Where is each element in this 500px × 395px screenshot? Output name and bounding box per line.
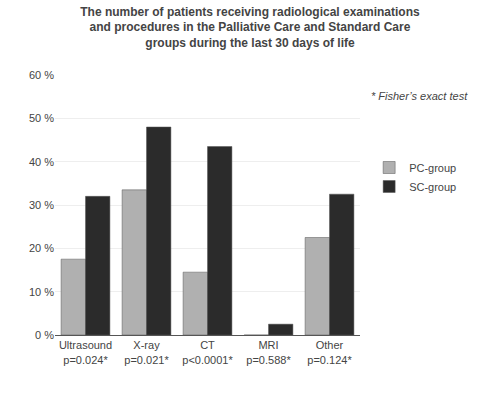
svg-text:40 %: 40 % (29, 156, 54, 168)
svg-text:X-rayp=0.021*: X-rayp=0.021* (124, 339, 169, 365)
svg-text:50 %: 50 % (29, 112, 54, 124)
svg-text:CTp<0.0001*: CTp<0.0001* (182, 339, 233, 365)
svg-text:0 %: 0 % (35, 329, 54, 341)
svg-text:SC-group: SC-group (409, 181, 456, 193)
svg-text:20 %: 20 % (29, 242, 54, 254)
svg-text:MRIp=0.588*: MRIp=0.588* (246, 339, 291, 365)
svg-text:60 %: 60 % (29, 69, 54, 81)
svg-text:30 %: 30 % (29, 199, 54, 211)
svg-text:PC-group: PC-group (409, 162, 456, 174)
svg-text:Ultrasoundp=0.024*: Ultrasoundp=0.024* (59, 339, 112, 365)
svg-text:* Fisher’s exact test: * Fisher’s exact test (371, 90, 468, 102)
svg-text:Otherp=0.124*: Otherp=0.124* (307, 339, 352, 365)
svg-text:10 %: 10 % (29, 286, 54, 298)
svg-text:The number of patients receivi: The number of patients receiving radiolo… (80, 5, 420, 50)
